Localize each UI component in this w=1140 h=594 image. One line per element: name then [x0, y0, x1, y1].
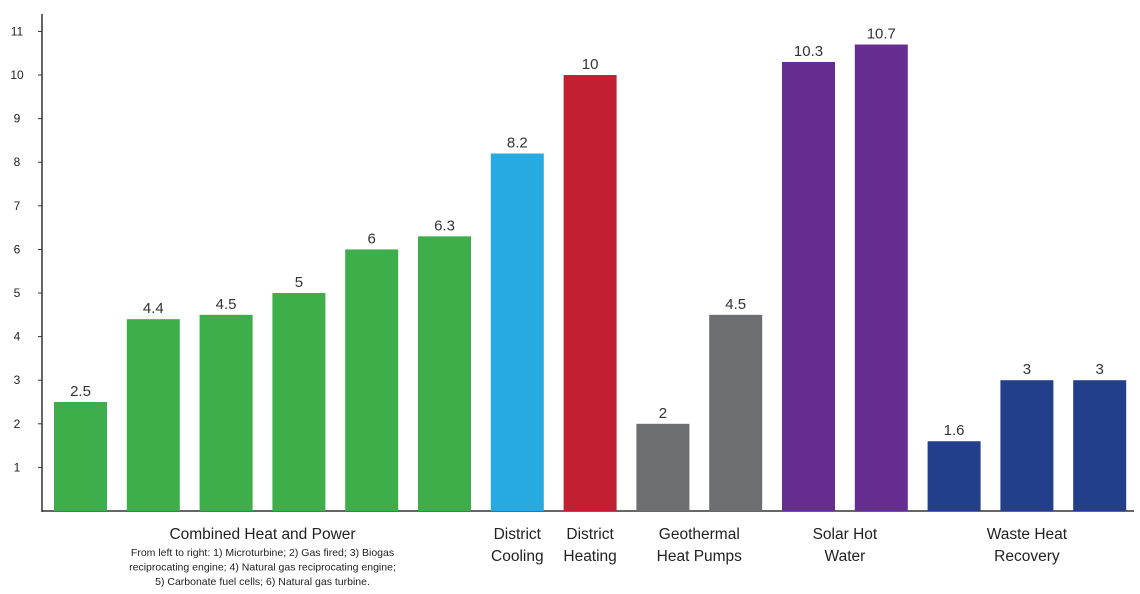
bar-value-label: 3 — [1096, 361, 1104, 378]
bar-value-label: 6 — [368, 230, 376, 247]
y-tick-label: 6 — [14, 242, 21, 256]
y-tick-label: 3 — [14, 373, 21, 387]
bar — [1000, 380, 1054, 511]
bar-value-label: 10.7 — [867, 26, 896, 43]
bar — [418, 236, 471, 511]
bar-value-label: 4.5 — [216, 296, 237, 313]
bar — [782, 61, 835, 511]
bar-value-label: 5 — [295, 274, 303, 291]
group-label: Solar Hot — [813, 526, 878, 543]
bar — [854, 44, 908, 511]
group-label: Waste Heat — [987, 526, 1068, 543]
bar — [709, 314, 763, 511]
bar — [1073, 380, 1127, 511]
bar-value-label: 2.5 — [70, 383, 91, 400]
group-label: Recovery — [994, 548, 1060, 565]
y-tick-label: 1 — [14, 460, 21, 474]
bar — [272, 293, 326, 511]
y-tick-label: 5 — [14, 286, 21, 300]
bar-value-label: 8.2 — [507, 135, 528, 152]
bar — [126, 319, 180, 511]
group-label: Combined Heat and Power — [169, 526, 355, 543]
group-label: Cooling — [491, 548, 544, 565]
bar-value-label: 1.6 — [944, 422, 965, 439]
group-label: Heat Pumps — [657, 548, 743, 565]
group-label: Water — [825, 548, 866, 565]
bar-value-label: 4.5 — [725, 296, 746, 313]
bar-value-label: 6.3 — [434, 217, 455, 234]
group-note: reciprocating engine; 4) Natural gas rec… — [129, 562, 396, 574]
group-note: 5) Carbonate fuel cells; 6) Natural gas … — [155, 576, 370, 588]
y-tick-label: 4 — [14, 330, 21, 344]
bar-value-label: 3 — [1023, 361, 1031, 378]
bar — [927, 441, 981, 511]
bar — [54, 402, 107, 511]
bar — [636, 423, 690, 511]
y-tick-label: 8 — [14, 155, 21, 169]
bar-value-label: 10 — [582, 56, 599, 73]
bar — [199, 314, 253, 511]
bar-value-label: 2 — [659, 405, 667, 422]
group-label: Geothermal — [659, 526, 740, 543]
bar-value-label: 4.4 — [143, 300, 164, 317]
bar — [563, 75, 617, 511]
bar — [490, 153, 544, 511]
group-label: District — [566, 526, 614, 543]
group-label: District — [494, 526, 542, 543]
y-tick-label: 7 — [14, 199, 21, 213]
y-tick-label: 11 — [11, 24, 24, 38]
y-tick-label: 2 — [14, 417, 21, 431]
group-note: From left to right: 1) Microturbine; 2) … — [131, 547, 394, 559]
y-tick-label: 9 — [14, 112, 21, 126]
bar — [345, 249, 399, 511]
group-label: Heating — [563, 548, 616, 565]
y-tick-label: 10 — [10, 68, 24, 82]
bar-value-label: 10.3 — [794, 43, 823, 60]
